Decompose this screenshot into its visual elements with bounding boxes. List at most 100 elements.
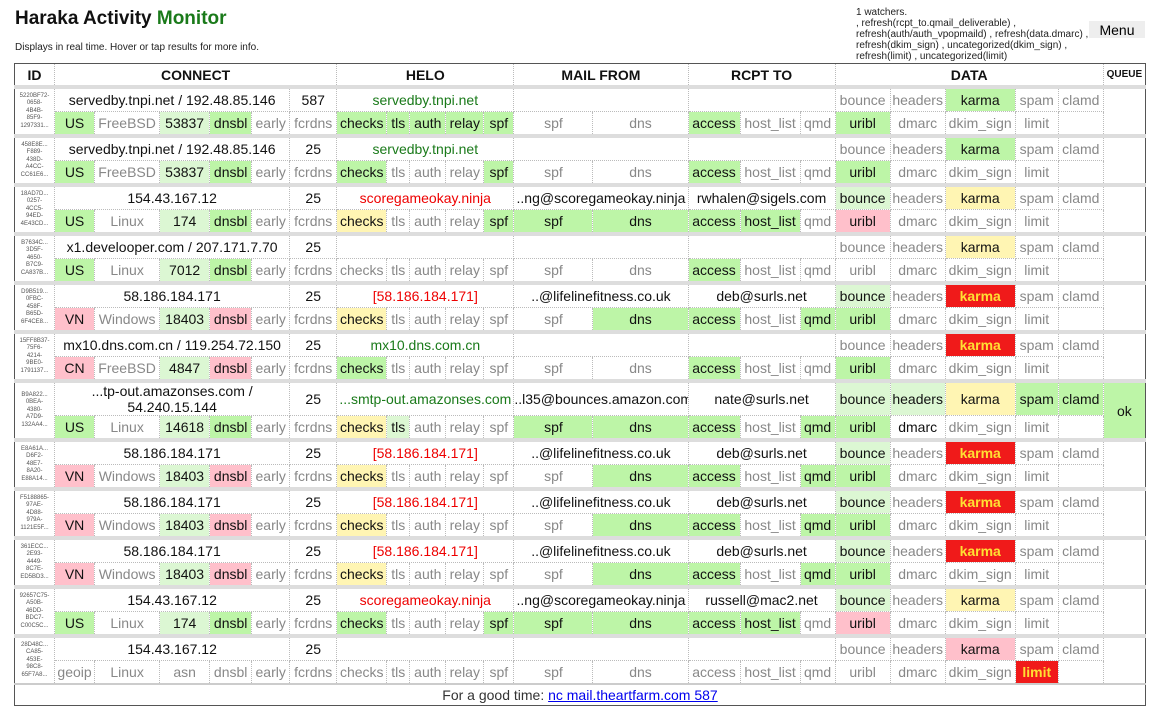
- plugin-dmarc[interactable]: dmarc: [889, 415, 946, 441]
- plugin-dmarc[interactable]: dmarc: [889, 307, 946, 333]
- plugin-uribl[interactable]: uribl: [834, 562, 891, 588]
- plugin-vn[interactable]: VN: [54, 562, 96, 588]
- plugin-host-list[interactable]: host_list: [739, 209, 801, 235]
- plugin-relay[interactable]: relay: [445, 258, 485, 284]
- queue-status[interactable]: [1102, 330, 1147, 382]
- plugin-checks[interactable]: checks: [336, 111, 388, 137]
- mail-from[interactable]: ..ng@scoregameokay.ninja: [513, 183, 689, 210]
- local-port[interactable]: 25: [289, 281, 338, 308]
- local-port[interactable]: 25: [289, 330, 338, 357]
- mail-from[interactable]: [513, 634, 689, 661]
- plugin-geoip[interactable]: geoip: [54, 660, 96, 685]
- plugin-relay[interactable]: relay: [445, 111, 485, 137]
- plugin-dnsbl[interactable]: dnsbl: [209, 307, 253, 333]
- plugin-qmd[interactable]: qmd: [799, 660, 836, 685]
- local-port[interactable]: 25: [289, 134, 338, 161]
- plugin-dmarc[interactable]: dmarc: [889, 160, 946, 186]
- connection-id[interactable]: 15FF8B37- 75F6- 4214- 9BE0- 1791137...: [13, 330, 56, 382]
- plugin-spf[interactable]: spf: [513, 258, 594, 284]
- helo-host[interactable]: [58.186.184.171]: [336, 536, 515, 563]
- plugin-access[interactable]: access: [687, 464, 741, 490]
- plugin-clamd[interactable]: clamd: [1057, 281, 1104, 308]
- plugin-access[interactable]: access: [687, 415, 741, 441]
- plugin-uribl[interactable]: uribl: [834, 258, 891, 284]
- plugin-bounce[interactable]: bounce: [834, 585, 891, 612]
- plugin-checks[interactable]: checks: [336, 415, 388, 441]
- plugin-early[interactable]: early: [251, 356, 291, 382]
- connection-id[interactable]: B7634C... 3D5F- 4650- B7C9- CA837B...: [13, 232, 56, 284]
- plugin-host-list[interactable]: host_list: [739, 307, 801, 333]
- plugin-access[interactable]: access: [687, 660, 741, 685]
- plugin-spam[interactable]: spam: [1014, 536, 1059, 563]
- plugin-tls[interactable]: tls: [386, 660, 411, 685]
- plugin-dns[interactable]: dns: [592, 209, 689, 235]
- plugin-spf[interactable]: spf: [483, 111, 515, 137]
- local-port[interactable]: 25: [289, 438, 338, 465]
- plugin-18403[interactable]: 18403: [159, 464, 211, 490]
- local-port[interactable]: 25: [289, 487, 338, 514]
- plugin-dmarc[interactable]: dmarc: [889, 611, 946, 637]
- plugin-clamd[interactable]: clamd: [1057, 330, 1104, 357]
- queue-status[interactable]: [1102, 183, 1147, 235]
- plugin-dkim-sign[interactable]: dkim_sign: [944, 513, 1016, 539]
- plugin-qmd[interactable]: qmd: [799, 562, 836, 588]
- plugin-relay[interactable]: relay: [445, 513, 485, 539]
- plugin-qmd[interactable]: qmd: [799, 160, 836, 186]
- plugin-dmarc[interactable]: dmarc: [889, 111, 946, 137]
- plugin-spf[interactable]: spf: [483, 611, 515, 637]
- connection-row[interactable]: E8A61A... D6F2- 48E7- 8A20- E88A14... 58.186.…: [13, 438, 1147, 490]
- plugin-dnsbl[interactable]: dnsbl: [209, 111, 253, 137]
- plugin-karma[interactable]: karma: [944, 281, 1016, 308]
- plugin-spf[interactable]: spf: [513, 562, 594, 588]
- queue-status[interactable]: [1102, 281, 1147, 333]
- plugin-spam[interactable]: spam: [1014, 438, 1059, 465]
- plugin-dnsbl[interactable]: dnsbl: [209, 660, 253, 685]
- plugin-4847[interactable]: 4847: [159, 356, 211, 382]
- plugin-access[interactable]: access: [687, 562, 741, 588]
- plugin-linux[interactable]: Linux: [94, 209, 161, 235]
- remote-host[interactable]: 154.43.167.12: [54, 183, 291, 210]
- plugin-us[interactable]: US: [54, 415, 96, 441]
- plugin-qmd[interactable]: qmd: [799, 307, 836, 333]
- plugin-dnsbl[interactable]: dnsbl: [209, 258, 253, 284]
- plugin-freebsd[interactable]: FreeBSD: [94, 160, 161, 186]
- plugin-clamd[interactable]: clamd: [1057, 585, 1104, 612]
- queue-status[interactable]: [1102, 232, 1147, 284]
- plugin-cn[interactable]: CN: [54, 356, 96, 382]
- connection-id[interactable]: F5188865- 97AE- 4D88- 979A- 1121E5F...: [13, 487, 56, 539]
- plugin-host-list[interactable]: host_list: [739, 464, 801, 490]
- plugin-limit[interactable]: limit: [1014, 464, 1059, 490]
- plugin-relay[interactable]: relay: [445, 464, 485, 490]
- plugin-spam[interactable]: spam: [1014, 487, 1059, 514]
- plugin-auth[interactable]: auth: [409, 258, 447, 284]
- plugin-dkim-sign[interactable]: dkim_sign: [944, 111, 1016, 137]
- plugin-early[interactable]: early: [251, 258, 291, 284]
- plugin-spf[interactable]: spf: [483, 160, 515, 186]
- plugin-checks[interactable]: checks: [336, 356, 388, 382]
- mail-from[interactable]: [513, 232, 689, 259]
- plugin-spf[interactable]: spf: [483, 660, 515, 685]
- remote-host[interactable]: 58.186.184.171: [54, 281, 291, 308]
- connection-row[interactable]: D9B519... 0FBC- 458F- B65D- 6F4CE8... 58.186.…: [13, 281, 1147, 333]
- helo-host[interactable]: [336, 634, 515, 661]
- plugin-relay[interactable]: relay: [445, 562, 485, 588]
- plugin-vn[interactable]: VN: [54, 513, 96, 539]
- plugin-qmd[interactable]: qmd: [799, 415, 836, 441]
- local-port[interactable]: 25: [289, 634, 338, 661]
- plugin-limit[interactable]: limit: [1014, 307, 1059, 333]
- queue-status[interactable]: [1102, 438, 1147, 490]
- plugin-early[interactable]: early: [251, 611, 291, 637]
- helo-host[interactable]: [58.186.184.171]: [336, 438, 515, 465]
- connection-row[interactable]: F5188865- 97AE- 4D88- 979A- 1121E5F... 58.186…: [13, 487, 1147, 539]
- plugin-bounce[interactable]: bounce: [834, 487, 891, 514]
- plugin-host-list[interactable]: host_list: [739, 415, 801, 441]
- plugin-clamd[interactable]: clamd: [1057, 634, 1104, 661]
- connection-id[interactable]: 18AD7D... 0257- 4CC5- 94ED- 4E43CD...: [13, 183, 56, 235]
- plugin-qmd[interactable]: qmd: [799, 258, 836, 284]
- helo-host[interactable]: servedby.tnpi.net: [336, 134, 515, 161]
- footer-link[interactable]: nc mail.theartfarm.com 587: [548, 687, 718, 703]
- plugin-relay[interactable]: relay: [445, 356, 485, 382]
- plugin-dns[interactable]: dns: [592, 111, 689, 137]
- plugin-qmd[interactable]: qmd: [799, 356, 836, 382]
- remote-host[interactable]: servedby.tnpi.net / 192.48.85.146: [54, 134, 291, 161]
